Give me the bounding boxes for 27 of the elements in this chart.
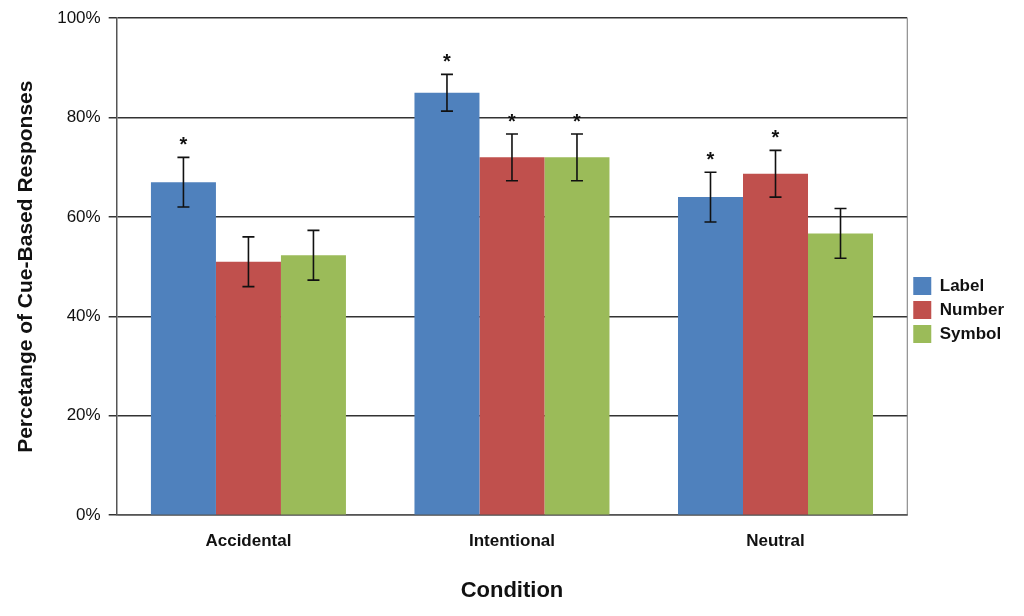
bar [150,182,216,515]
y-tick-label: 80% [66,107,101,127]
y-tick-label: 60% [66,206,101,226]
y-tick-label: 100% [57,7,101,27]
y-tick-label: 0% [76,504,101,524]
x-tick-label: Neutral [746,531,805,551]
bar [414,92,480,515]
legend-label: Number [939,299,1005,319]
bar [743,173,809,515]
x-tick-label: Accidental [205,531,292,551]
data-label: * [771,125,780,148]
bar [808,233,874,515]
y-tick-label: 40% [66,306,101,326]
data-label: * [706,147,715,170]
data-label: * [443,49,452,72]
bar [215,261,281,515]
data-label: * [179,132,188,155]
x-tick-label: Intentional [469,531,555,551]
y-axis-title: Percetange of Cue-Based Responses [13,80,37,453]
bar [544,157,610,515]
legend-label: Symbol [939,323,1002,343]
x-axis-title: Condition [460,576,564,602]
bar [280,255,346,515]
y-tick-label: 20% [66,405,101,425]
bar [479,157,545,515]
legend-label: Label [939,275,985,295]
bar [678,197,743,515]
